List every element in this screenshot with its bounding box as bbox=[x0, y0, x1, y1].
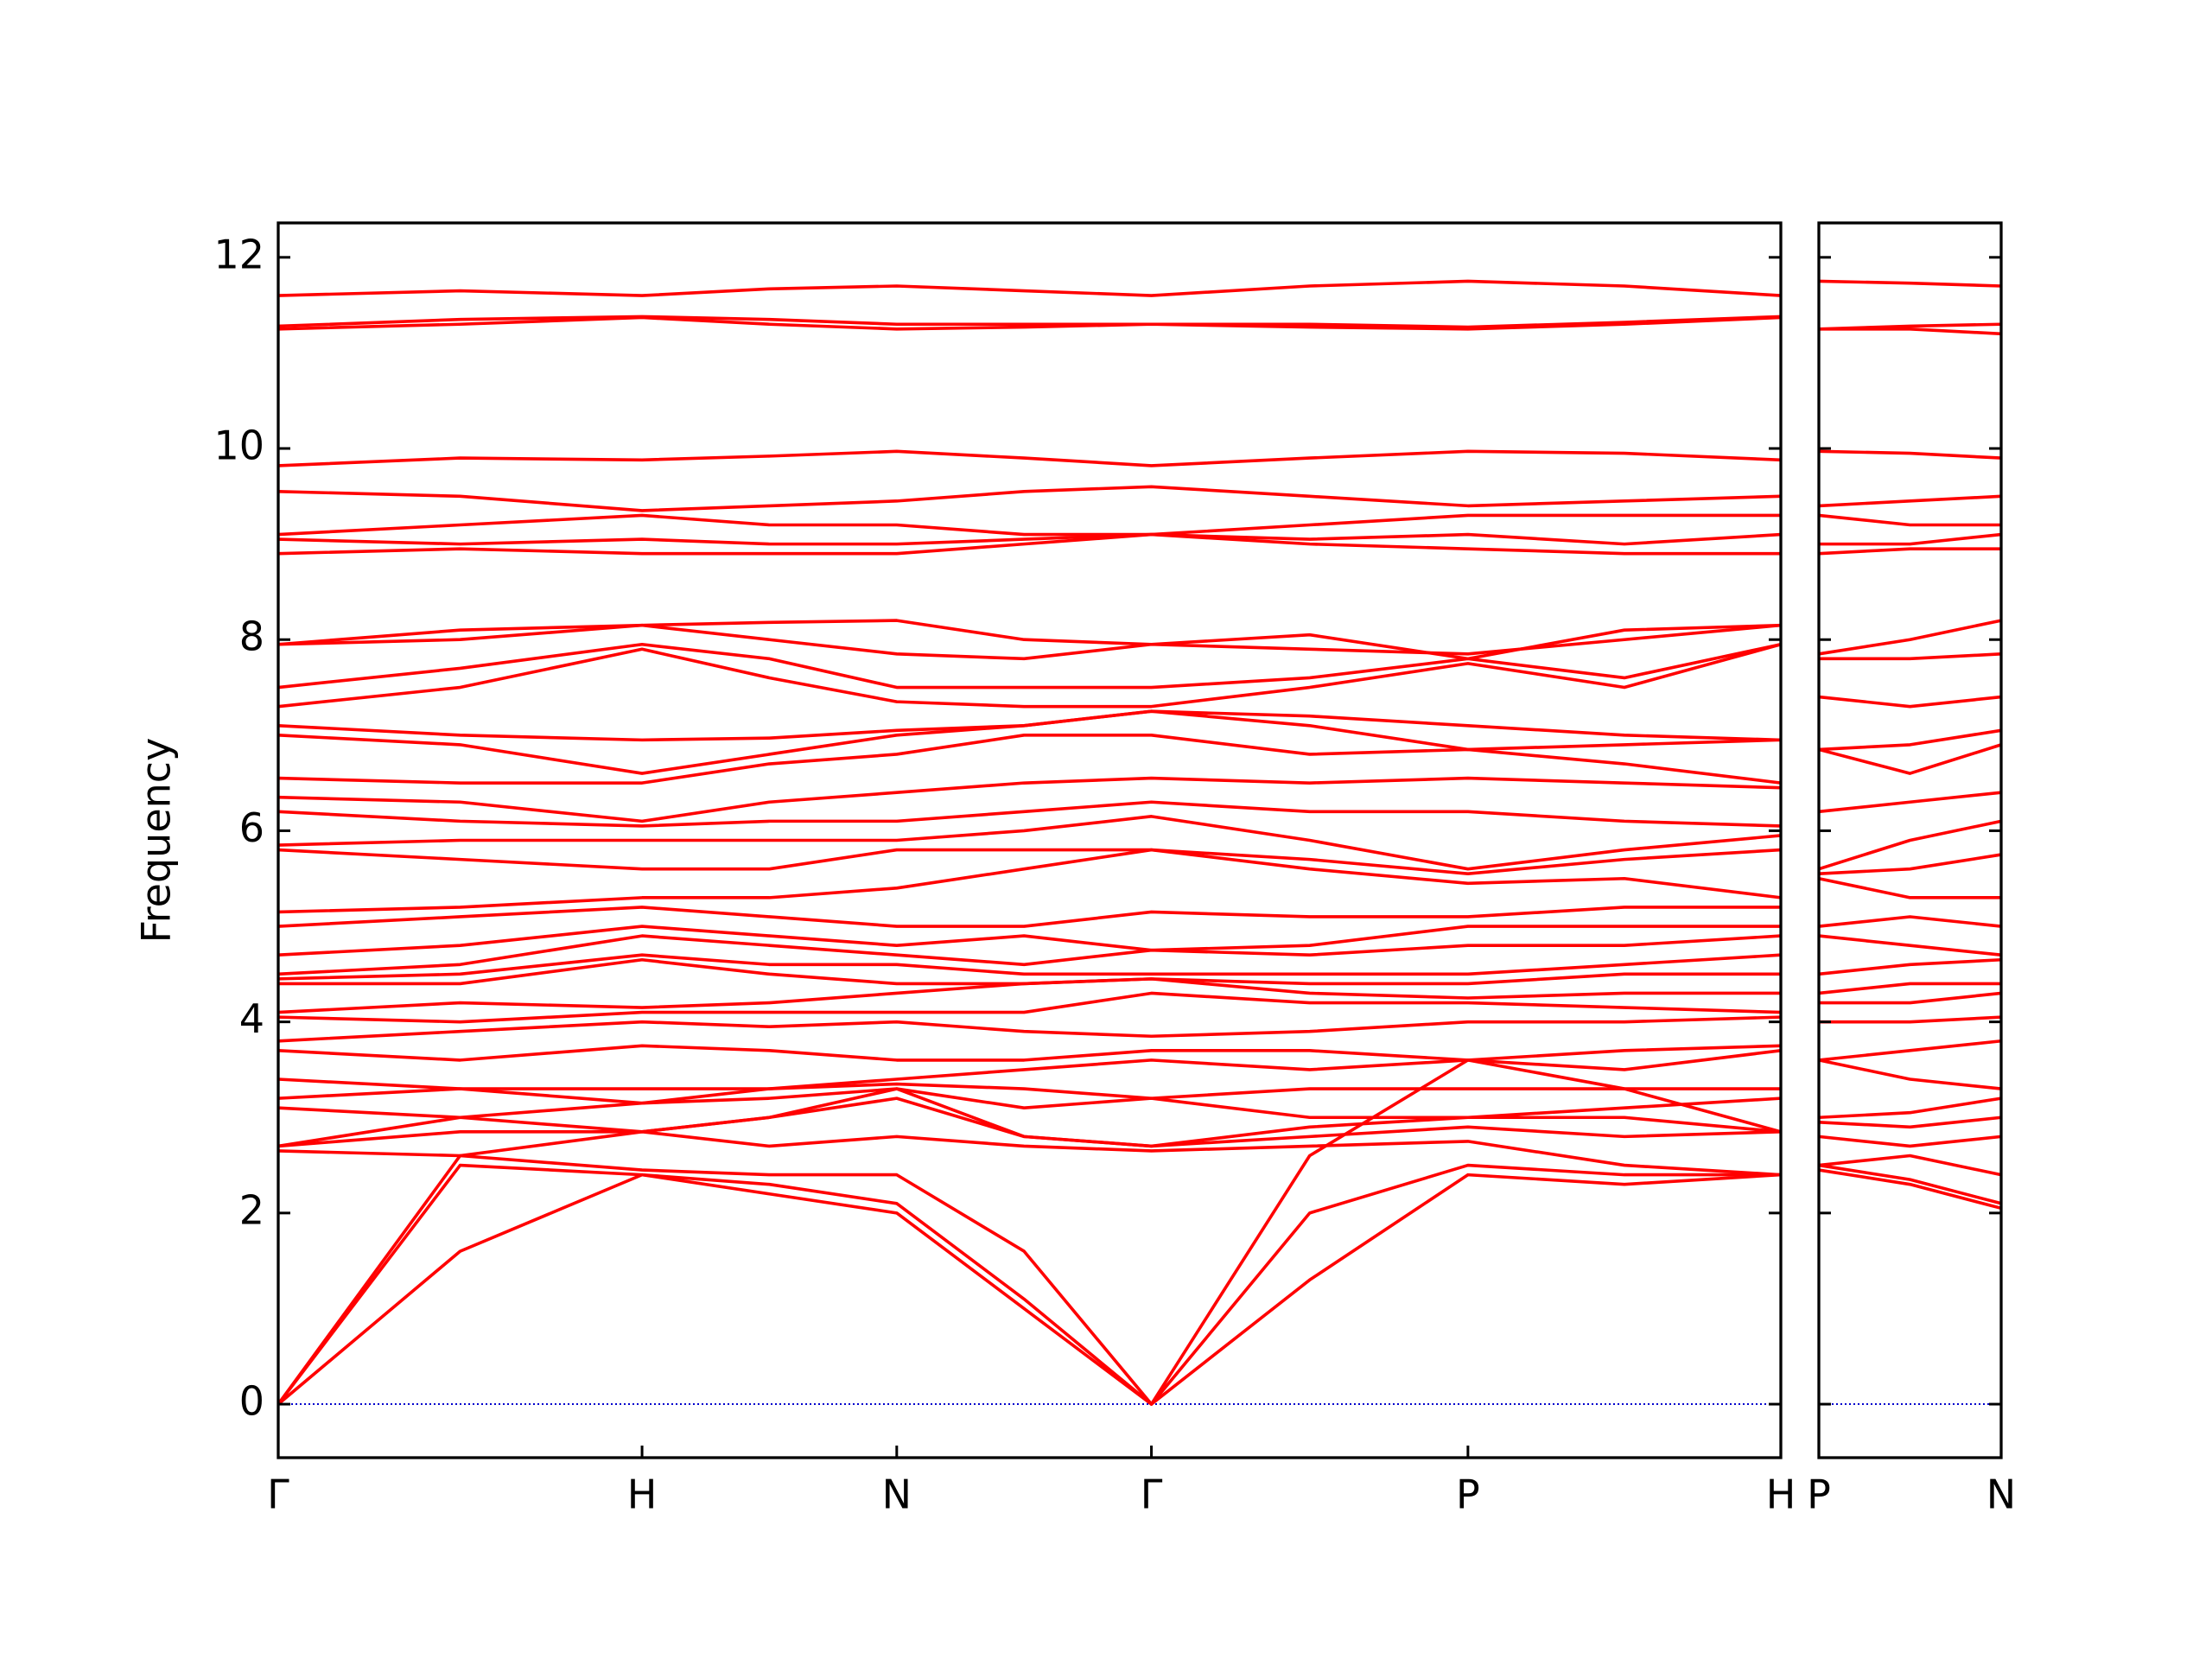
band-line bbox=[1818, 876, 2001, 899]
band-line bbox=[1818, 695, 2002, 709]
band-line bbox=[277, 643, 1782, 709]
band-line bbox=[278, 957, 1781, 986]
band-line bbox=[1818, 449, 2002, 460]
band-line bbox=[277, 934, 1782, 976]
band-line bbox=[277, 1044, 1782, 1062]
band-line bbox=[1819, 652, 2002, 661]
band-line bbox=[277, 1087, 1782, 1120]
band-line bbox=[277, 1082, 1781, 1105]
band-line bbox=[276, 1173, 1782, 1406]
band-line bbox=[1818, 1096, 2002, 1120]
band-line bbox=[1818, 1058, 2002, 1090]
y-tick-label: 0 bbox=[239, 1378, 264, 1425]
band-line bbox=[1818, 1135, 2002, 1148]
band-line bbox=[277, 532, 1781, 556]
band-line bbox=[277, 709, 1782, 742]
band-line bbox=[277, 734, 1782, 785]
y-tick-label: 6 bbox=[239, 804, 264, 851]
band-line bbox=[1819, 327, 2002, 336]
plot-frame bbox=[276, 221, 1783, 1459]
band-line bbox=[277, 815, 1782, 871]
band-line bbox=[277, 485, 1782, 512]
band-line bbox=[1818, 915, 2002, 928]
band-line bbox=[1818, 934, 2002, 957]
band-line bbox=[276, 1163, 1781, 1406]
x-tick-label: Γ bbox=[1141, 1471, 1163, 1518]
band-line bbox=[1818, 513, 2001, 527]
band-line bbox=[1818, 494, 2002, 508]
x-tick-label: N bbox=[882, 1471, 912, 1518]
x-tick-label: P bbox=[1807, 1471, 1831, 1518]
band-line bbox=[1818, 791, 2002, 814]
band-line bbox=[1818, 982, 2001, 995]
band-line bbox=[277, 449, 1782, 467]
band-line bbox=[1818, 743, 2002, 775]
band-line bbox=[1818, 728, 2002, 752]
band-line bbox=[1818, 1116, 2002, 1129]
band-line bbox=[277, 776, 1782, 823]
band-line bbox=[277, 1130, 1782, 1177]
band-line bbox=[277, 315, 1782, 331]
band-line bbox=[1818, 547, 2001, 556]
x-tick-label: H bbox=[627, 1471, 658, 1518]
band-line bbox=[277, 906, 1781, 928]
y-tick-label: 2 bbox=[239, 1186, 264, 1233]
band-line bbox=[1818, 853, 2002, 876]
x-tick-label: P bbox=[1456, 1471, 1480, 1518]
band-line bbox=[277, 925, 1781, 957]
band-line bbox=[277, 709, 1782, 775]
band-line bbox=[277, 279, 1782, 297]
band-line bbox=[1819, 532, 2002, 546]
band-line bbox=[1818, 619, 2002, 656]
band-line bbox=[277, 848, 1782, 914]
band-line bbox=[277, 513, 1781, 537]
band-line bbox=[1818, 322, 2002, 331]
band-line bbox=[1818, 819, 2002, 871]
band-line bbox=[277, 953, 1782, 981]
y-tick-label: 8 bbox=[239, 613, 264, 660]
band-line bbox=[1819, 991, 2002, 1005]
y-axis-label: Frequency bbox=[133, 738, 180, 944]
band-line bbox=[1818, 279, 2002, 288]
y-tick-label: 4 bbox=[239, 995, 264, 1042]
band-line bbox=[277, 315, 1782, 329]
band-line bbox=[277, 848, 1782, 876]
band-line bbox=[277, 619, 1782, 661]
band-line bbox=[277, 1049, 1782, 1090]
band-line bbox=[277, 800, 1782, 828]
band-line bbox=[277, 532, 1782, 546]
band-line bbox=[277, 642, 1782, 690]
plot-frame bbox=[1817, 221, 2003, 1459]
band-line bbox=[1818, 1154, 2002, 1177]
band-line bbox=[1818, 957, 2002, 976]
band-line bbox=[276, 1058, 1782, 1406]
x-tick-label: H bbox=[1766, 1471, 1796, 1518]
band-line bbox=[277, 1087, 1782, 1148]
band-line bbox=[1818, 1039, 2002, 1062]
y-tick-label: 10 bbox=[213, 423, 264, 469]
x-tick-label: Γ bbox=[267, 1471, 289, 1518]
x-tick-label: N bbox=[1986, 1471, 2016, 1518]
y-tick-label: 12 bbox=[213, 231, 264, 277]
band-line bbox=[277, 1015, 1782, 1043]
band-line bbox=[277, 991, 1782, 1024]
band-line bbox=[1818, 1163, 2002, 1205]
band-line bbox=[1819, 1015, 2002, 1024]
band-line bbox=[1818, 1168, 2002, 1211]
